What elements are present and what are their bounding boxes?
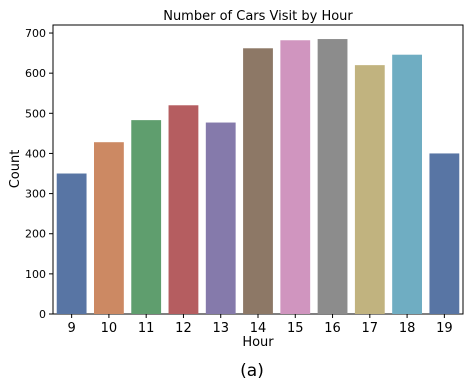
x-tick-label: 17	[362, 321, 379, 336]
bar-hour-17	[354, 65, 385, 314]
bar-hour-12	[168, 105, 199, 315]
x-tick-label: 12	[175, 321, 192, 336]
y-tick-label: 400	[25, 147, 46, 160]
bar-hour-11	[131, 120, 162, 314]
bar-hour-10	[94, 142, 124, 314]
bar-hour-16	[317, 39, 348, 314]
y-tick-label: 0	[39, 308, 46, 321]
y-tick-label: 200	[25, 228, 46, 241]
x-tick-label: 9	[67, 321, 75, 336]
figure-caption: (a)	[240, 361, 264, 381]
bar-hour-18	[392, 54, 422, 314]
bar-hour-14	[243, 48, 273, 315]
x-axis-label: Hour	[242, 335, 274, 350]
chart-title: Number of Cars Visit by Hour	[163, 9, 353, 24]
x-tick-label: 16	[324, 321, 341, 336]
x-tick-label: 10	[101, 321, 118, 336]
x-axis: 9 10 11 12 13 14 15 16 17 18 19	[67, 314, 453, 336]
y-tick-label: 600	[25, 67, 46, 80]
bar-hour-13	[205, 122, 236, 314]
x-tick-label: 13	[212, 321, 229, 336]
y-tick-label: 700	[25, 27, 46, 40]
y-tick-label: 500	[25, 107, 46, 120]
x-tick-label: 14	[250, 321, 267, 336]
x-tick-label: 15	[287, 321, 304, 336]
bar-hour-15	[280, 40, 311, 314]
x-tick-label: 11	[138, 321, 155, 336]
bars	[56, 39, 460, 315]
y-tick-label: 300	[25, 188, 46, 201]
x-tick-label: 19	[436, 321, 453, 336]
y-axis-label: Count	[8, 150, 23, 189]
y-tick-label: 100	[25, 268, 46, 281]
bar-hour-19	[429, 153, 460, 314]
bar-hour-9	[56, 173, 87, 314]
x-tick-label: 18	[399, 321, 416, 336]
y-axis: 0 100 200 300 400 500 600 700	[25, 27, 53, 321]
